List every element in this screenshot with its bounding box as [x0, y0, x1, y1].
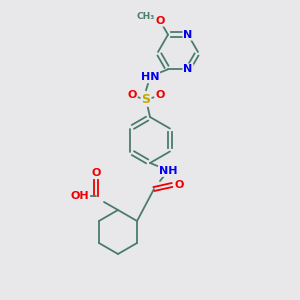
Text: OH: OH: [71, 191, 89, 201]
Text: O: O: [155, 90, 165, 100]
Text: CH₃: CH₃: [137, 12, 155, 21]
Text: O: O: [174, 180, 184, 190]
Text: O: O: [127, 90, 137, 100]
Text: HN: HN: [141, 72, 159, 82]
Text: O: O: [155, 16, 165, 26]
Text: N: N: [183, 30, 193, 40]
Text: O: O: [91, 168, 101, 178]
Text: S: S: [142, 93, 151, 106]
Text: NH: NH: [159, 166, 177, 176]
Text: N: N: [183, 64, 193, 74]
